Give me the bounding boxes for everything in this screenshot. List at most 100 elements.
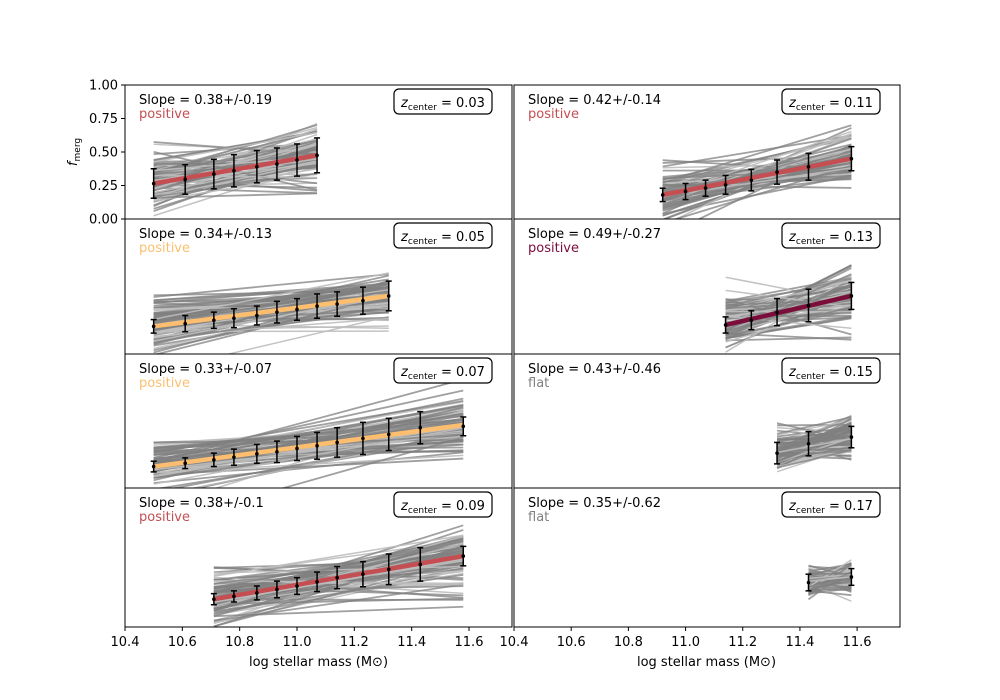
panel-plot-area	[150, 272, 392, 354]
mc-realization-line	[153, 131, 318, 163]
slope-text: Slope = 0.49+/-0.27	[528, 227, 661, 242]
axes-layer: 0.00 0.25 0.50 0.75 1.00 10.4 10.6 10.8 11.0 11.2…	[89, 79, 872, 651]
mc-realization-line	[213, 545, 464, 627]
z-center-main: z	[400, 365, 409, 380]
data-point-errorbar	[417, 547, 424, 582]
data-point-errorbar	[774, 441, 781, 465]
z-center-sub: center	[408, 372, 437, 382]
mc-realization-line	[662, 143, 852, 192]
data-point-errorbar	[774, 159, 781, 185]
x-tick-label: 10.8	[225, 635, 254, 650]
data-point-errorbar	[805, 430, 812, 457]
x-tick-label: 10.8	[614, 635, 643, 650]
mc-realization-line	[153, 286, 389, 302]
data-point	[361, 436, 365, 441]
mc-realization-line	[213, 558, 464, 604]
data-point-errorbar	[210, 158, 217, 190]
z-center-box	[393, 88, 493, 115]
mc-realization-line	[776, 416, 852, 435]
data-point-errorbar	[294, 297, 300, 321]
data-point-errorbar	[385, 553, 392, 586]
z-center-sub: center	[408, 506, 437, 516]
z-center-main: z	[788, 96, 797, 111]
mc-realization-line	[808, 589, 852, 597]
z-center-main: z	[400, 499, 409, 514]
mc-realization-line	[662, 176, 852, 202]
z-center-label: zcenter = 0.09	[400, 499, 485, 516]
data-point	[418, 425, 423, 430]
mc-realization-line	[213, 542, 464, 608]
mc-realization-line	[213, 579, 464, 585]
y-axis-label-main: f	[66, 159, 81, 166]
data-point	[335, 302, 339, 306]
x-axis-label-right: log stellar mass (M⊙)	[637, 655, 776, 670]
data-point	[151, 324, 156, 329]
data-point-errorbar	[334, 565, 341, 590]
panel-plot-area	[150, 122, 321, 217]
y-axis-label-sub: merg	[73, 138, 83, 162]
x-tick-label: 10.6	[557, 635, 586, 650]
data-point-errorbar	[150, 168, 157, 199]
z-center-box	[393, 357, 493, 384]
data-point-errorbar	[702, 179, 709, 197]
best-fit-line	[662, 156, 852, 198]
data-point	[232, 455, 236, 459]
mc-realization-line	[725, 315, 852, 339]
trend-label: positive	[139, 241, 190, 256]
data-point	[806, 441, 811, 446]
data-point-errorbar	[334, 426, 341, 458]
z-center-label: zcenter = 0.17	[788, 499, 873, 516]
data-point	[255, 313, 259, 318]
mc-realization-line	[153, 130, 318, 161]
data-point	[775, 170, 779, 174]
mc-realization-line	[213, 534, 464, 578]
data-point-errorbar	[150, 460, 157, 473]
slope-text: Slope = 0.38+/-0.19	[139, 93, 272, 108]
x-axis-label-left: log stellar mass (M⊙)	[249, 655, 388, 670]
z-center-box	[393, 491, 493, 518]
data-point	[806, 303, 811, 308]
data-point	[295, 446, 299, 451]
data-point	[255, 452, 259, 456]
slope-text: Slope = 0.38+/-0.1	[139, 496, 264, 511]
data-point	[275, 587, 279, 592]
mc-realization-line	[225, 315, 389, 354]
slope-text: Slope = 0.43+/-0.46	[528, 362, 661, 377]
data-point-errorbar	[253, 305, 260, 326]
panel-frame	[124, 487, 513, 628]
x-tick-label: 11.4	[785, 635, 814, 650]
z-center-sub: center	[796, 372, 825, 382]
z-center-sub: center	[796, 103, 825, 113]
data-point	[232, 316, 236, 321]
z-center-value: = 0.05	[437, 230, 485, 245]
data-point-errorbar	[294, 435, 300, 462]
z-center-label: zcenter = 0.03	[400, 96, 485, 113]
z-center-value: = 0.13	[825, 230, 873, 245]
data-point-errorbar	[385, 417, 392, 452]
mc-realization-line	[153, 426, 464, 474]
data-point-errorbar	[230, 153, 237, 188]
data-point-errorbar	[230, 448, 237, 466]
mc-realization-line	[153, 130, 318, 173]
best-fit-line	[153, 153, 318, 186]
mc-realization-line	[662, 132, 852, 206]
trend-label: flat	[528, 510, 549, 525]
mc-realization-line	[153, 174, 318, 179]
data-point	[660, 193, 665, 197]
data-point-errorbar	[460, 416, 467, 437]
x-tick-label: 11.2	[340, 635, 369, 650]
z-center-value: = 0.09	[437, 499, 485, 514]
data-point-errorbar	[460, 545, 467, 567]
data-point	[683, 189, 688, 194]
data-point	[806, 164, 811, 169]
y-tick-label: 0.75	[89, 112, 118, 127]
data-point	[183, 177, 187, 182]
mc-realization-line	[662, 169, 852, 180]
mc-realization-line	[808, 571, 852, 592]
